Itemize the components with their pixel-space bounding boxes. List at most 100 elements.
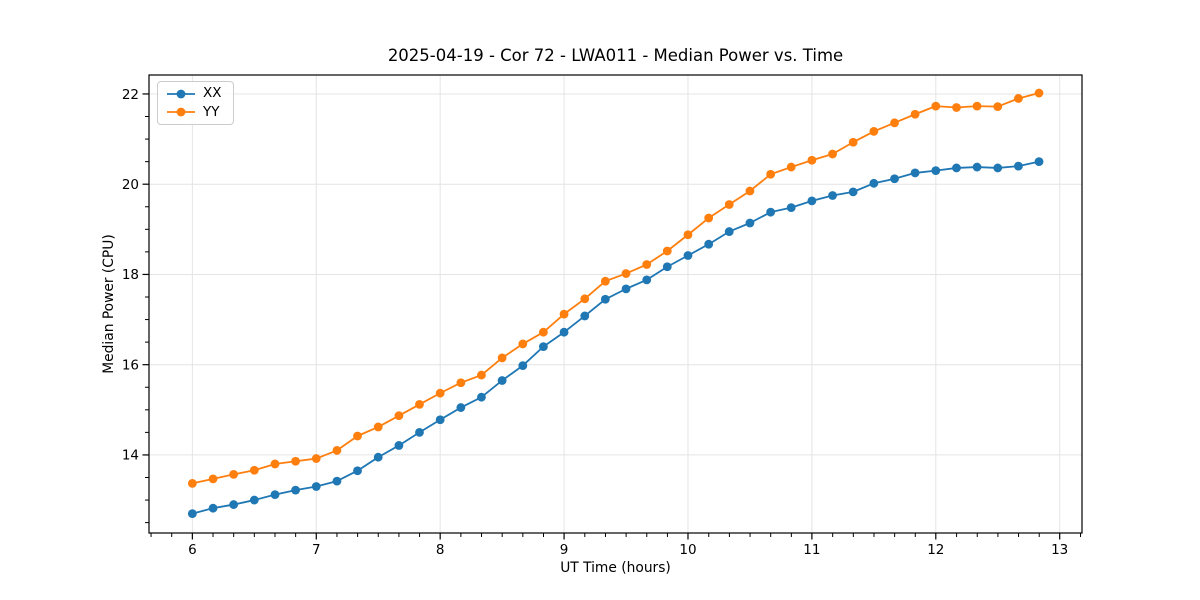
x-tick-label: 7 [312, 542, 321, 558]
data-point-yy [332, 446, 342, 455]
data-point-xx [993, 163, 1003, 173]
data-point-xx [291, 485, 300, 495]
data-point-yy [415, 400, 424, 409]
data-point-yy [890, 118, 899, 128]
data-point-xx [869, 178, 879, 188]
x-tick-label: 9 [560, 542, 569, 558]
y-axis-label: Median Power (CPU) [101, 234, 117, 374]
legend-swatch-yy [167, 107, 195, 117]
legend-swatch-xx [167, 89, 195, 99]
series-xx [187, 157, 1044, 518]
data-point-xx [1014, 161, 1023, 171]
data-point-xx [786, 203, 796, 213]
data-point-yy [518, 339, 528, 349]
data-point-yy [249, 465, 259, 475]
series-yy [187, 88, 1044, 488]
x-tick-label: 8 [436, 542, 445, 558]
data-point-xx [415, 427, 424, 437]
data-point-yy [931, 101, 941, 111]
data-point-yy [972, 101, 982, 111]
chart-title: 2025-04-19 - Cor 72 - LWA011 - Median Po… [387, 46, 844, 65]
y-tick-label: 22 [122, 87, 139, 103]
data-point-yy [538, 327, 548, 337]
legend-item-xx: XX [166, 86, 222, 101]
data-point-xx [332, 476, 342, 486]
data-point-yy [704, 213, 714, 223]
data-point-yy [477, 370, 486, 380]
data-point-xx [745, 218, 755, 228]
data-point-yy [187, 478, 197, 488]
data-point-xx [910, 168, 920, 178]
data-point-yy [910, 109, 920, 119]
data-point-xx [807, 196, 817, 206]
y-tick-label: 14 [122, 448, 139, 464]
data-point-xx [518, 361, 528, 370]
data-point-yy [456, 378, 466, 388]
x-tick-label: 11 [803, 542, 820, 558]
x-tick-label: 12 [927, 542, 944, 558]
data-point-xx [600, 294, 610, 304]
y-tick-label: 20 [122, 177, 139, 193]
data-point-yy [435, 388, 445, 398]
series-line-yy [192, 92, 1040, 485]
axis-ticks: 6 7 8 9 10 11 12 13 14 16 18 20 22 [122, 87, 1082, 558]
data-point-xx [952, 163, 961, 173]
legend: XX YY [157, 81, 234, 125]
data-point-yy [869, 126, 879, 136]
data-point-xx [373, 452, 383, 462]
data-point-xx [931, 166, 941, 176]
data-point-yy [229, 469, 239, 479]
data-point-xx [249, 495, 259, 505]
legend-marker-icon [176, 89, 186, 99]
plot-spines [148, 74, 1083, 534]
data-point-yy [353, 431, 362, 441]
legend-marker-icon [176, 107, 186, 117]
data-point-xx [766, 207, 776, 217]
data-point-yy [1034, 88, 1044, 98]
data-point-xx [559, 327, 569, 337]
data-point-xx [828, 191, 837, 200]
data-point-yy [497, 353, 507, 363]
data-point-yy [291, 456, 300, 466]
data-point-yy [807, 155, 817, 165]
data-point-yy [724, 200, 734, 209]
data-point-yy [208, 474, 218, 484]
data-point-xx [229, 500, 239, 509]
data-point-yy [662, 246, 672, 256]
data-point-xx [580, 311, 590, 321]
data-point-xx [187, 509, 197, 518]
data-point-yy [621, 269, 631, 278]
data-point-xx [394, 441, 404, 450]
data-point-yy [993, 102, 1003, 111]
legend-item-yy: YY [166, 103, 222, 120]
data-point-xx [642, 275, 652, 285]
data-point-xx [477, 392, 486, 402]
data-point-yy [311, 454, 321, 463]
y-tick-label: 16 [122, 357, 139, 373]
data-point-xx [311, 482, 321, 491]
data-point-xx [353, 466, 362, 476]
data-point-yy [559, 309, 569, 319]
data-point-yy [745, 186, 755, 196]
data-point-yy [600, 276, 610, 286]
data-point-xx [890, 174, 899, 184]
x-tick-label: 6 [188, 542, 197, 558]
data-point-xx [497, 376, 507, 385]
data-point-yy [580, 294, 590, 304]
data-point-yy [642, 260, 652, 269]
data-point-xx [538, 342, 548, 352]
data-point-xx [621, 284, 631, 294]
data-point-xx [270, 490, 280, 500]
data-point-xx [972, 162, 982, 172]
data-point-yy [828, 149, 837, 159]
data-point-xx [435, 415, 445, 425]
x-axis-label: UT Time (hours) [560, 560, 671, 576]
data-point-yy [786, 162, 796, 172]
y-tick-label: 18 [122, 267, 139, 283]
data-point-xx [724, 227, 734, 236]
data-point-yy [848, 137, 858, 147]
data-point-xx [683, 251, 693, 260]
legend-label-yy: YY [203, 103, 220, 120]
